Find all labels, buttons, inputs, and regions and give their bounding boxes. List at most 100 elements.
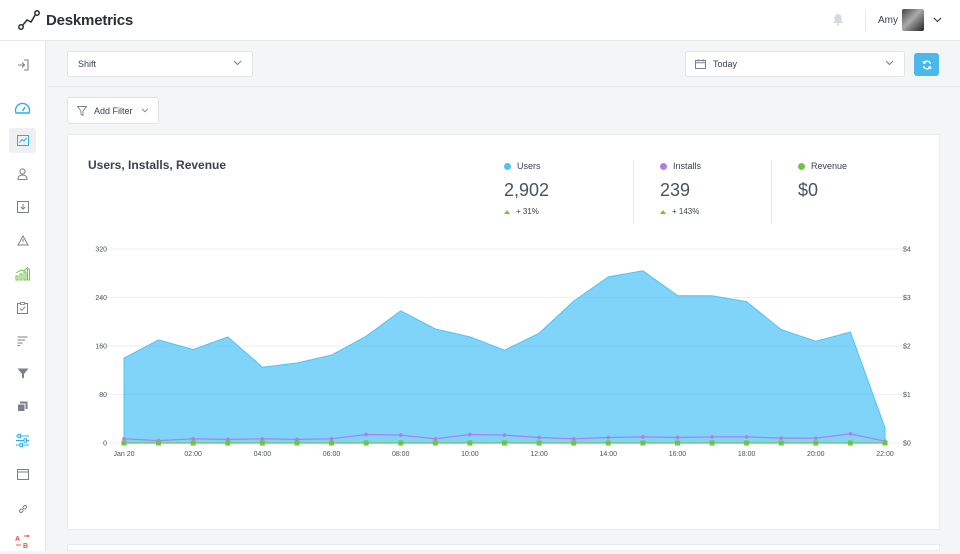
sidebar-item-links[interactable]	[9, 496, 36, 521]
installs-point	[225, 437, 230, 442]
kpi-label: Installs	[673, 161, 702, 171]
installs-point	[191, 436, 195, 441]
user-icon	[17, 167, 28, 180]
metrics-card: Users, Installs, Revenue Users 2,902 + 3…	[67, 134, 940, 530]
sidebar-item-copies[interactable]	[9, 394, 36, 419]
segment-select[interactable]: Shift	[67, 51, 253, 77]
add-filter-button[interactable]: Add Filter	[67, 97, 159, 124]
kpi-installs[interactable]: Installs 239 + 143%	[660, 161, 701, 216]
kpi-divider	[771, 160, 772, 224]
svg-text:A: A	[15, 536, 20, 543]
y-left-tick-label: 320	[95, 247, 107, 254]
revenue-point	[709, 440, 715, 446]
date-range-select[interactable]: Today	[685, 51, 905, 77]
x-tick-label: 14:00	[600, 451, 618, 458]
sidebar-item-settings[interactable]	[9, 428, 36, 453]
kpi-label: Revenue	[811, 161, 848, 171]
kpi-value: 239	[660, 180, 691, 200]
x-tick-label: 06:00	[323, 451, 341, 458]
revenue-point	[571, 440, 577, 446]
sidebar-item-installs[interactable]	[9, 194, 36, 219]
revenue-point	[744, 440, 750, 446]
revenue-point	[605, 440, 611, 446]
kpi-revenue[interactable]: Revenue $0	[798, 161, 847, 201]
revenue-legend-dot	[798, 162, 805, 170]
installs-point	[468, 432, 472, 437]
chevron-down-icon	[933, 17, 942, 23]
speedometer-icon	[14, 102, 31, 114]
sidebar-item-users[interactable]	[9, 161, 36, 186]
logo-icon	[18, 10, 40, 30]
revenue-point	[156, 440, 162, 446]
kpi-divider	[633, 160, 634, 224]
revenue-point	[225, 440, 231, 446]
installs-legend-dot	[660, 162, 667, 170]
kpi-change: + 143%	[672, 207, 700, 216]
installs-point	[641, 435, 645, 439]
sidebar-item-alerts[interactable]	[9, 228, 36, 253]
installs-point	[502, 433, 507, 437]
kpi-value: $0	[798, 180, 819, 200]
up-arrow-icon	[504, 209, 510, 214]
y-left-tick-label: 80	[99, 392, 107, 399]
x-tick-label: 04:00	[254, 451, 272, 458]
x-tick-label: 20:00	[807, 451, 825, 458]
x-tick-label: 10:00	[461, 451, 479, 458]
revenue-point	[363, 440, 369, 446]
sidebar-item-sort[interactable]	[9, 328, 36, 353]
y-left-tick-label: 0	[103, 441, 107, 448]
installs-point	[433, 436, 438, 441]
x-tick-label: 02:00	[184, 451, 202, 458]
chevron-down-icon	[885, 60, 894, 66]
funnel-icon	[17, 368, 28, 379]
users-legend-dot	[504, 162, 511, 170]
installs-point	[814, 436, 818, 440]
user-menu[interactable]: Amy	[878, 9, 942, 31]
sidebar-item-revenue[interactable]	[9, 261, 36, 286]
card-title: Users, Installs, Revenue	[88, 158, 227, 172]
top-bar: Deskmetrics Amy	[0, 0, 960, 41]
revenue-point	[398, 440, 404, 446]
kpi-change: + 31%	[516, 207, 539, 216]
y-right-tick-label: $2	[903, 344, 911, 351]
y-left-tick-label: 160	[95, 344, 107, 351]
y-left-tick-label: 240	[95, 295, 107, 302]
y-right-tick-label: $0	[903, 441, 911, 448]
sidebar-item-window[interactable]	[9, 462, 36, 487]
filter-bar	[47, 41, 960, 87]
refresh-icon	[921, 59, 932, 70]
warning-icon	[16, 235, 29, 246]
chevron-down-icon	[141, 108, 148, 113]
x-tick-label: 18:00	[738, 451, 756, 458]
installs-point	[675, 435, 680, 440]
header-divider	[865, 10, 866, 31]
revenue-point	[329, 440, 335, 446]
funnel-icon	[77, 105, 87, 116]
avatar	[902, 9, 924, 31]
y-right-tick-label: $1	[903, 392, 911, 399]
sidebar-item-logout[interactable]	[9, 52, 36, 77]
installs-point	[260, 436, 265, 441]
bar-growth-icon	[15, 266, 30, 281]
revenue-point	[778, 440, 784, 446]
sidebar-item-dashboard[interactable]	[9, 95, 36, 120]
ab-test-icon: AB	[15, 534, 30, 549]
sidebar-item-funnels[interactable]	[9, 361, 36, 386]
revenue-point	[640, 440, 646, 446]
download-icon	[16, 200, 29, 213]
kpi-users[interactable]: Users 2,902 + 31%	[504, 161, 549, 216]
installs-point	[122, 436, 126, 441]
calendar-icon	[695, 59, 706, 69]
logo[interactable]: Deskmetrics	[18, 9, 133, 31]
sidebar-item-trends[interactable]	[9, 128, 36, 153]
y-right-tick-label: $3	[903, 295, 911, 302]
next-card-edge	[67, 544, 940, 551]
sidebar-item-checklist[interactable]	[9, 295, 36, 320]
svg-text:B: B	[23, 543, 28, 549]
notifications-bell-icon[interactable]	[832, 13, 844, 31]
refresh-button[interactable]	[914, 53, 939, 76]
x-tick-label: 16:00	[669, 451, 687, 458]
revenue-point	[502, 440, 507, 446]
